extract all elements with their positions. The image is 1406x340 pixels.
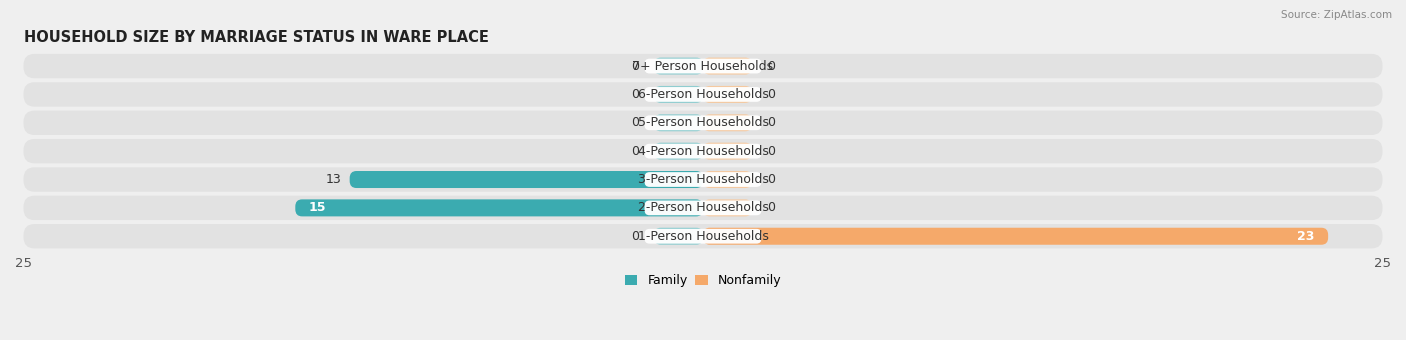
- FancyBboxPatch shape: [350, 171, 703, 188]
- Legend: Family, Nonfamily: Family, Nonfamily: [620, 269, 786, 292]
- FancyBboxPatch shape: [24, 167, 1382, 192]
- Text: 0: 0: [766, 59, 775, 72]
- Text: 0: 0: [766, 201, 775, 215]
- FancyBboxPatch shape: [703, 199, 752, 216]
- FancyBboxPatch shape: [644, 87, 762, 102]
- Text: 0: 0: [631, 88, 640, 101]
- FancyBboxPatch shape: [24, 110, 1382, 135]
- FancyBboxPatch shape: [644, 201, 762, 215]
- Text: 4-Person Households: 4-Person Households: [637, 144, 769, 158]
- FancyBboxPatch shape: [703, 143, 752, 160]
- FancyBboxPatch shape: [24, 224, 1382, 249]
- FancyBboxPatch shape: [644, 144, 762, 158]
- FancyBboxPatch shape: [24, 139, 1382, 163]
- FancyBboxPatch shape: [295, 199, 703, 216]
- Text: 13: 13: [326, 173, 342, 186]
- FancyBboxPatch shape: [654, 228, 703, 245]
- FancyBboxPatch shape: [654, 86, 703, 103]
- Text: 0: 0: [766, 88, 775, 101]
- Text: 23: 23: [1298, 230, 1315, 243]
- Text: 0: 0: [766, 144, 775, 158]
- FancyBboxPatch shape: [644, 115, 762, 130]
- Text: 2-Person Households: 2-Person Households: [637, 201, 769, 215]
- Text: 3-Person Households: 3-Person Households: [637, 173, 769, 186]
- FancyBboxPatch shape: [644, 229, 762, 244]
- Text: 1-Person Households: 1-Person Households: [637, 230, 769, 243]
- Text: Source: ZipAtlas.com: Source: ZipAtlas.com: [1281, 10, 1392, 20]
- Text: 0: 0: [766, 116, 775, 129]
- FancyBboxPatch shape: [654, 143, 703, 160]
- FancyBboxPatch shape: [654, 114, 703, 131]
- FancyBboxPatch shape: [703, 171, 752, 188]
- FancyBboxPatch shape: [703, 57, 752, 74]
- Text: 6-Person Households: 6-Person Households: [637, 88, 769, 101]
- Text: 15: 15: [309, 201, 326, 215]
- FancyBboxPatch shape: [644, 59, 762, 73]
- FancyBboxPatch shape: [654, 57, 703, 74]
- Text: 0: 0: [766, 173, 775, 186]
- FancyBboxPatch shape: [703, 228, 1329, 245]
- FancyBboxPatch shape: [24, 54, 1382, 78]
- Text: 0: 0: [631, 116, 640, 129]
- FancyBboxPatch shape: [24, 82, 1382, 107]
- Text: 0: 0: [631, 144, 640, 158]
- FancyBboxPatch shape: [703, 114, 752, 131]
- Text: 7+ Person Households: 7+ Person Households: [633, 59, 773, 72]
- FancyBboxPatch shape: [24, 196, 1382, 220]
- FancyBboxPatch shape: [703, 86, 752, 103]
- FancyBboxPatch shape: [644, 172, 762, 187]
- Text: 0: 0: [631, 59, 640, 72]
- Text: 0: 0: [631, 230, 640, 243]
- Text: 5-Person Households: 5-Person Households: [637, 116, 769, 129]
- Text: HOUSEHOLD SIZE BY MARRIAGE STATUS IN WARE PLACE: HOUSEHOLD SIZE BY MARRIAGE STATUS IN WAR…: [24, 30, 488, 45]
